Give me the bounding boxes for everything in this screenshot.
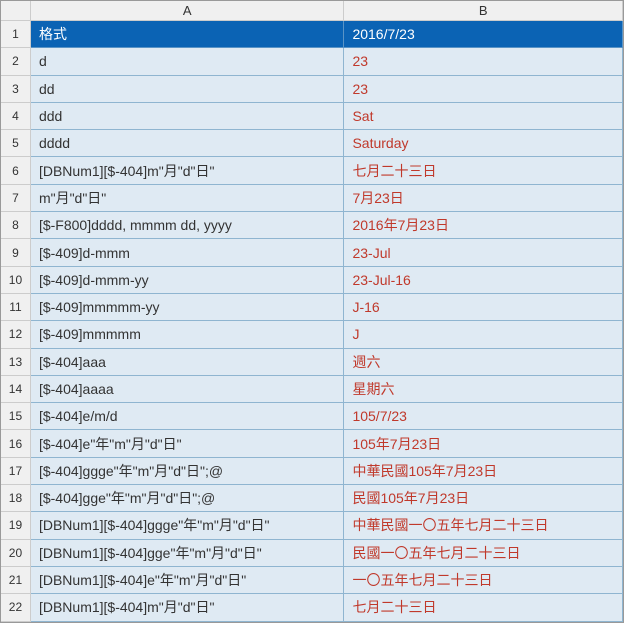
spreadsheet: A B 1 格式 2016/7/23 2 d 23 3 dd 23 4 ddd …: [1, 1, 623, 622]
cell-format[interactable]: [$-404]e"年"m"月"d"日": [31, 430, 345, 457]
row-header[interactable]: 6: [1, 157, 31, 184]
table-row: 19 [DBNum1][$-404]ggge"年"m"月"d"日" 中華民國一〇…: [1, 512, 623, 539]
row-header[interactable]: 4: [1, 103, 31, 130]
row-header[interactable]: 14: [1, 376, 31, 403]
row-header[interactable]: 22: [1, 594, 31, 621]
cell-value[interactable]: Saturday: [344, 130, 623, 157]
cell-value[interactable]: 星期六: [344, 376, 623, 403]
cell-value[interactable]: 105/7/23: [344, 403, 623, 430]
cell-format[interactable]: [$-409]mmmmm: [31, 321, 345, 348]
row-header[interactable]: 10: [1, 267, 31, 294]
cell-format[interactable]: dd: [31, 76, 345, 103]
cell-a1[interactable]: 格式: [31, 21, 345, 48]
cell-value[interactable]: 七月二十三日: [344, 594, 623, 621]
cell-format[interactable]: [$-409]d-mmm-yy: [31, 267, 345, 294]
cell-format[interactable]: [$-404]e/m/d: [31, 403, 345, 430]
cell-format[interactable]: [DBNum1][$-404]ggge"年"m"月"d"日": [31, 512, 345, 539]
row-header[interactable]: 5: [1, 130, 31, 157]
table-row: 4 ddd Sat: [1, 103, 623, 130]
row-header[interactable]: 21: [1, 567, 31, 594]
row-header[interactable]: 13: [1, 349, 31, 376]
select-all-corner[interactable]: [1, 1, 31, 21]
table-row: 12 [$-409]mmmmm J: [1, 321, 623, 348]
cell-value[interactable]: 七月二十三日: [344, 157, 623, 184]
cell-format[interactable]: ddd: [31, 103, 345, 130]
table-row: 22 [DBNum1][$-404]m"月"d"日" 七月二十三日: [1, 594, 623, 621]
table-row: 17 [$-404]ggge"年"m"月"d"日";@ 中華民國105年7月23…: [1, 458, 623, 485]
cell-value[interactable]: J-16: [344, 294, 623, 321]
row-header[interactable]: 15: [1, 403, 31, 430]
table-row: 13 [$-404]aaa 週六: [1, 349, 623, 376]
table-row: 2 d 23: [1, 48, 623, 75]
cell-format[interactable]: m"月"d"日": [31, 185, 345, 212]
column-header-row: A B: [1, 1, 623, 21]
cell-format[interactable]: [$-409]mmmmm-yy: [31, 294, 345, 321]
table-row: 16 [$-404]e"年"m"月"d"日" 105年7月23日: [1, 430, 623, 457]
cell-format[interactable]: dddd: [31, 130, 345, 157]
cell-value[interactable]: 民國一〇五年七月二十三日: [344, 540, 623, 567]
cell-value[interactable]: 105年7月23日: [344, 430, 623, 457]
column-header-a[interactable]: A: [31, 1, 345, 21]
cell-format[interactable]: [DBNum1][$-404]gge"年"m"月"d"日": [31, 540, 345, 567]
cell-value[interactable]: 中華民國一〇五年七月二十三日: [344, 512, 623, 539]
table-row: 15 [$-404]e/m/d 105/7/23: [1, 403, 623, 430]
cell-value[interactable]: 23-Jul-16: [344, 267, 623, 294]
row-header[interactable]: 18: [1, 485, 31, 512]
cell-value[interactable]: 一〇五年七月二十三日: [344, 567, 623, 594]
cell-value[interactable]: 23: [344, 48, 623, 75]
cell-format[interactable]: [$-409]d-mmm: [31, 239, 345, 266]
row-header[interactable]: 3: [1, 76, 31, 103]
row-header[interactable]: 1: [1, 21, 31, 48]
row-header[interactable]: 9: [1, 239, 31, 266]
cell-value[interactable]: J: [344, 321, 623, 348]
cell-value[interactable]: 23-Jul: [344, 239, 623, 266]
cell-value[interactable]: Sat: [344, 103, 623, 130]
table-row: 1 格式 2016/7/23: [1, 21, 623, 48]
table-row: 20 [DBNum1][$-404]gge"年"m"月"d"日" 民國一〇五年七…: [1, 540, 623, 567]
row-header[interactable]: 2: [1, 48, 31, 75]
cell-format[interactable]: [$-404]gge"年"m"月"d"日";@: [31, 485, 345, 512]
table-row: 6 [DBNum1][$-404]m"月"d"日" 七月二十三日: [1, 157, 623, 184]
table-row: 5 dddd Saturday: [1, 130, 623, 157]
table-row: 18 [$-404]gge"年"m"月"d"日";@ 民國105年7月23日: [1, 485, 623, 512]
cell-format[interactable]: [$-404]aaa: [31, 349, 345, 376]
table-row: 10 [$-409]d-mmm-yy 23-Jul-16: [1, 267, 623, 294]
cell-format[interactable]: [DBNum1][$-404]m"月"d"日": [31, 157, 345, 184]
cell-value[interactable]: 7月23日: [344, 185, 623, 212]
table-row: 14 [$-404]aaaa 星期六: [1, 376, 623, 403]
row-header[interactable]: 20: [1, 540, 31, 567]
row-header[interactable]: 11: [1, 294, 31, 321]
row-header[interactable]: 17: [1, 458, 31, 485]
table-row: 3 dd 23: [1, 76, 623, 103]
row-header[interactable]: 19: [1, 512, 31, 539]
cell-b1[interactable]: 2016/7/23: [344, 21, 623, 48]
row-header[interactable]: 16: [1, 430, 31, 457]
row-header[interactable]: 8: [1, 212, 31, 239]
table-row: 8 [$-F800]dddd, mmmm dd, yyyy 2016年7月23日: [1, 212, 623, 239]
column-header-b[interactable]: B: [344, 1, 623, 21]
cell-format[interactable]: d: [31, 48, 345, 75]
cell-format[interactable]: [$-F800]dddd, mmmm dd, yyyy: [31, 212, 345, 239]
row-header[interactable]: 7: [1, 185, 31, 212]
cell-value[interactable]: 中華民國105年7月23日: [344, 458, 623, 485]
cell-value[interactable]: 民國105年7月23日: [344, 485, 623, 512]
cell-value[interactable]: 週六: [344, 349, 623, 376]
row-header[interactable]: 12: [1, 321, 31, 348]
table-row: 9 [$-409]d-mmm 23-Jul: [1, 239, 623, 266]
table-row: 7 m"月"d"日" 7月23日: [1, 185, 623, 212]
cell-format[interactable]: [$-404]aaaa: [31, 376, 345, 403]
table-row: 21 [DBNum1][$-404]e"年"m"月"d"日" 一〇五年七月二十三…: [1, 567, 623, 594]
cell-value[interactable]: 23: [344, 76, 623, 103]
cell-format[interactable]: [DBNum1][$-404]e"年"m"月"d"日": [31, 567, 345, 594]
table-row: 11 [$-409]mmmmm-yy J-16: [1, 294, 623, 321]
cell-value[interactable]: 2016年7月23日: [344, 212, 623, 239]
cell-format[interactable]: [DBNum1][$-404]m"月"d"日": [31, 594, 345, 621]
cell-format[interactable]: [$-404]ggge"年"m"月"d"日";@: [31, 458, 345, 485]
